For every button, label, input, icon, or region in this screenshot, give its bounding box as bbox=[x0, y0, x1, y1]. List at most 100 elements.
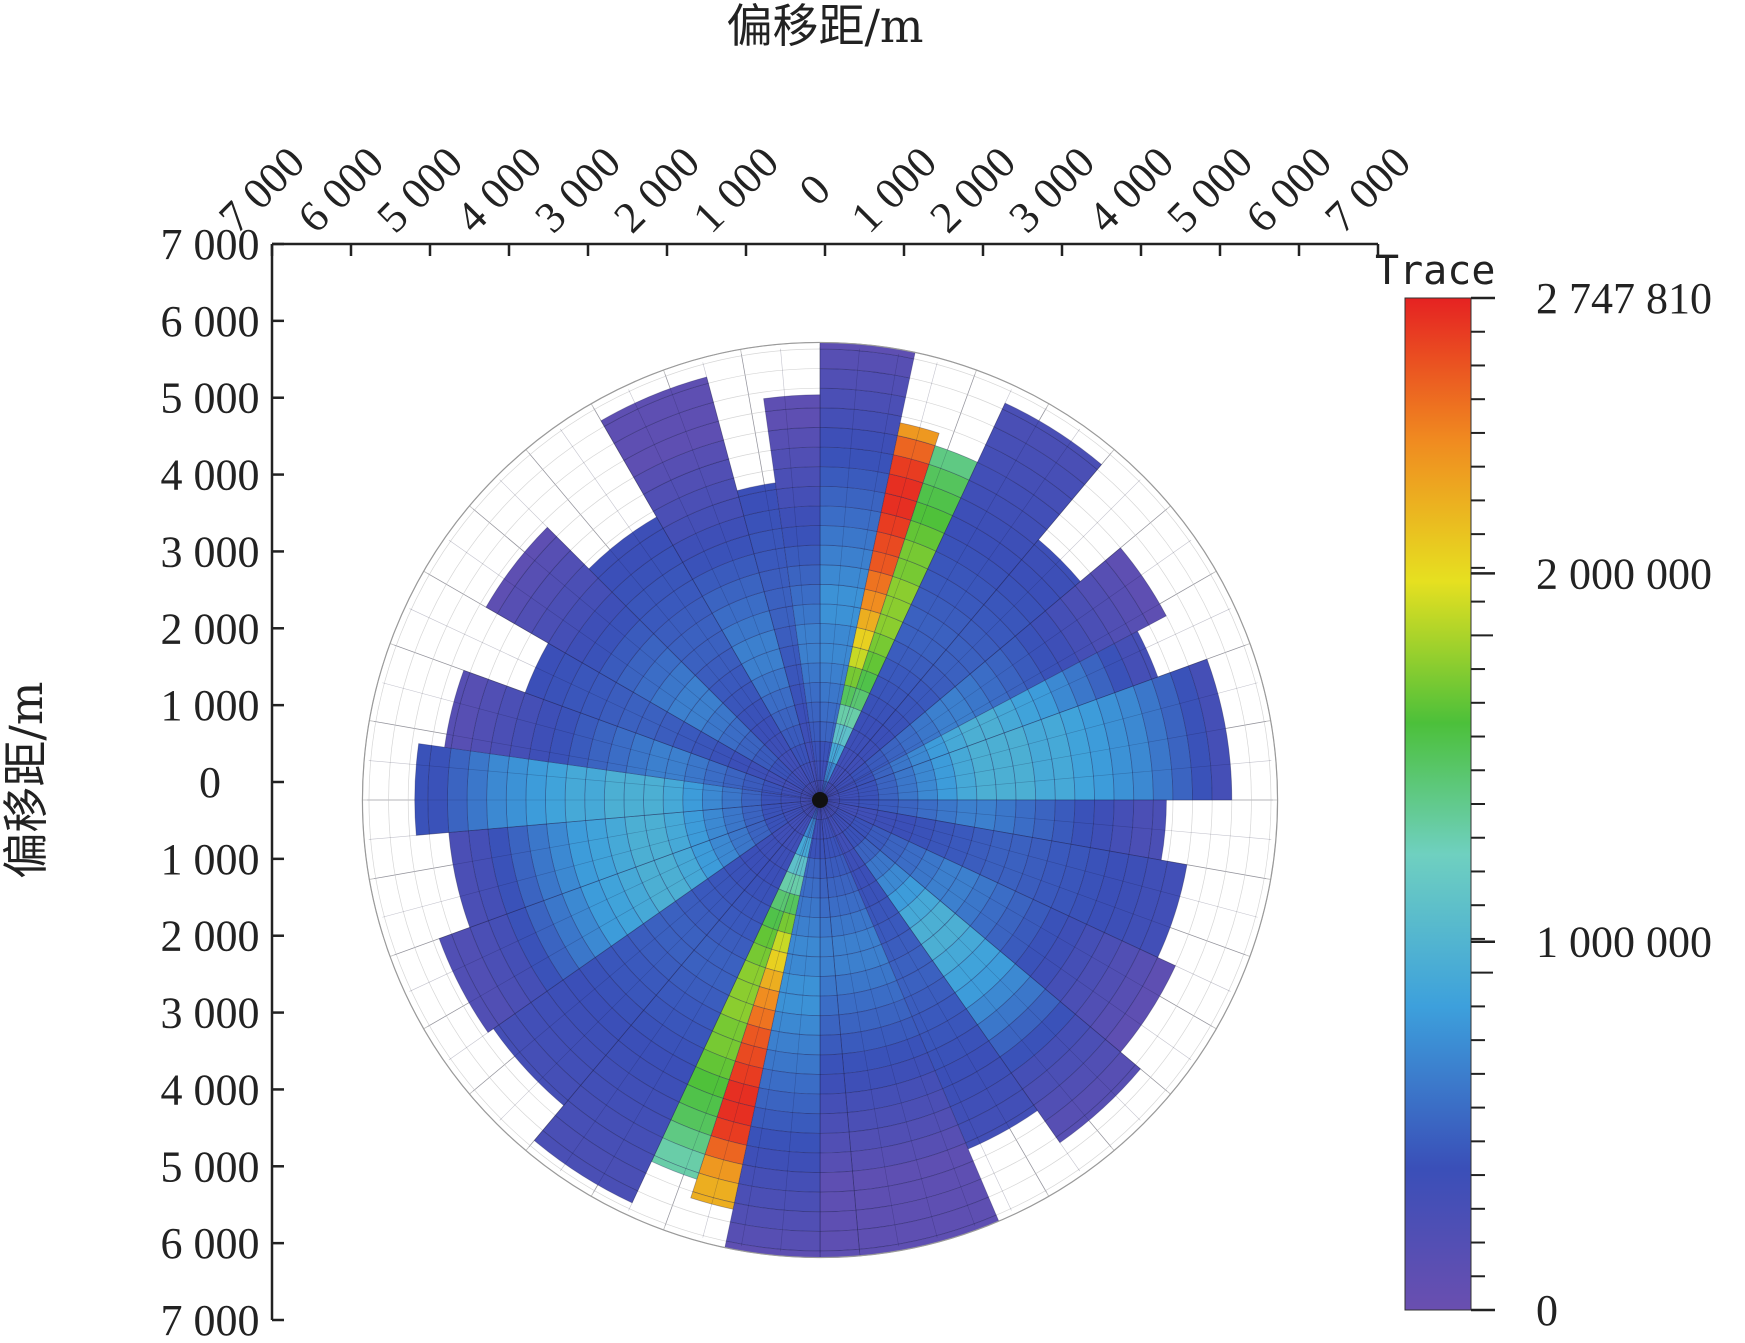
polar-cell bbox=[855, 806, 879, 826]
polar-cell bbox=[976, 444, 1073, 516]
polar-cell bbox=[1055, 1064, 1142, 1144]
polar-cell bbox=[786, 933, 821, 958]
overlay-radial bbox=[528, 452, 821, 801]
overlay-radial bbox=[741, 799, 821, 1247]
x-tick-label: 5 000 bbox=[367, 137, 472, 242]
polar-cell bbox=[789, 583, 821, 607]
polar-cell bbox=[767, 427, 821, 451]
overlay-radial bbox=[559, 799, 821, 1172]
overlay-radial bbox=[593, 799, 821, 1193]
polar-cell bbox=[890, 813, 918, 842]
sector-14 bbox=[819, 799, 861, 1258]
polar-cell bbox=[485, 526, 558, 615]
polar-cell bbox=[1033, 1038, 1122, 1122]
y-tick-label: 1 000 bbox=[161, 681, 260, 730]
sector-22 bbox=[414, 743, 821, 836]
x-tick-label: 0 bbox=[790, 165, 840, 215]
polar-cell bbox=[882, 709, 911, 738]
polar-cell bbox=[1001, 402, 1103, 471]
overlay-radial bbox=[819, 799, 1272, 840]
sector-19 bbox=[492, 799, 821, 1107]
colorbar: Trace 2 747 810 2 000 000 1 000 000 0 bbox=[1375, 248, 1712, 1335]
polar-cell bbox=[886, 575, 920, 606]
overlay-radial bbox=[819, 760, 1272, 801]
polar-cell bbox=[764, 407, 821, 432]
polar-cell bbox=[819, 466, 890, 494]
overlay-radial bbox=[819, 799, 899, 1247]
polar-cell bbox=[721, 610, 775, 648]
overlay-radial bbox=[819, 799, 1112, 1148]
polar-cell bbox=[819, 642, 854, 667]
overlay-radial bbox=[819, 348, 860, 801]
polar-cell bbox=[1033, 539, 1081, 587]
overlay-radial bbox=[819, 799, 1081, 1172]
polar-cell bbox=[1147, 799, 1167, 861]
polar-cell bbox=[794, 623, 821, 646]
overlay-radial bbox=[819, 644, 1246, 801]
overlay-radial bbox=[628, 389, 821, 801]
overlay-radial bbox=[528, 799, 821, 1148]
polar-cell bbox=[819, 1229, 860, 1252]
polar-cell bbox=[965, 1104, 1039, 1150]
overlay-radial bbox=[472, 508, 821, 801]
polar-cell bbox=[985, 426, 1086, 501]
polar-cell bbox=[414, 743, 433, 836]
overlay-radial bbox=[664, 799, 821, 1226]
overlay-radial bbox=[448, 539, 821, 801]
overlay-radial bbox=[394, 799, 821, 956]
polar-cell bbox=[888, 454, 930, 484]
sector-3 bbox=[819, 402, 1103, 801]
polar-cell bbox=[968, 461, 1061, 531]
y-tick-label: 3 000 bbox=[161, 989, 260, 1038]
y-tick-label: 0 bbox=[199, 758, 221, 807]
polar-cell bbox=[792, 603, 821, 626]
polar-cell bbox=[533, 1129, 639, 1204]
overlay-radial bbox=[819, 799, 1258, 918]
overlay-radial bbox=[819, 389, 1012, 801]
polar-cell bbox=[819, 603, 862, 628]
polar-cell bbox=[525, 758, 549, 827]
polar-cell bbox=[819, 1092, 848, 1115]
polar-cell bbox=[907, 679, 941, 713]
colorbar-gradient bbox=[1404, 297, 1472, 1311]
overlay-radial bbox=[819, 682, 1258, 801]
polar-cell bbox=[554, 1099, 655, 1174]
polar-cell bbox=[690, 1191, 735, 1210]
polar-cell bbox=[721, 785, 743, 809]
polar-cell bbox=[444, 669, 471, 749]
overlay-radial bbox=[382, 682, 821, 801]
overlay-radial bbox=[368, 760, 821, 801]
overlay-radial bbox=[819, 799, 1012, 1211]
polar-cell bbox=[871, 762, 895, 781]
polar-cell bbox=[819, 955, 836, 977]
overlay-radial bbox=[819, 539, 1192, 801]
polar-cell bbox=[750, 1106, 821, 1134]
polar-cell bbox=[778, 972, 821, 997]
sector-26 bbox=[588, 516, 821, 801]
polar-cell bbox=[819, 662, 850, 686]
polar-cell bbox=[794, 702, 810, 725]
overlay-radial bbox=[472, 799, 821, 1092]
y-axis-title: 偏移距/m bbox=[0, 681, 53, 878]
polar-cell bbox=[486, 753, 510, 830]
overlay-radial bbox=[819, 799, 1246, 956]
overlay-radial bbox=[780, 348, 821, 801]
y-tick-label: 7 000 bbox=[161, 1296, 260, 1343]
sector-29 bbox=[763, 394, 821, 801]
polar-cell bbox=[1027, 679, 1061, 721]
colorbar-label: 0 bbox=[1536, 1286, 1558, 1335]
sector-10 bbox=[819, 799, 1176, 1053]
polar-cell bbox=[1008, 559, 1061, 612]
polar-cell bbox=[819, 1033, 843, 1056]
polar-cell bbox=[1096, 642, 1134, 694]
overlay-radial bbox=[819, 799, 1192, 1061]
polar-cell bbox=[856, 607, 882, 633]
polar-cell bbox=[448, 830, 489, 928]
colorbar-label: 2 000 000 bbox=[1536, 549, 1712, 598]
polar-cell bbox=[993, 408, 1098, 486]
polar-cell bbox=[603, 769, 627, 820]
sector-21 bbox=[448, 799, 821, 928]
x-tick-label: 2 000 bbox=[920, 137, 1025, 242]
overlay-radial bbox=[819, 428, 1081, 801]
overlay-radial bbox=[819, 353, 899, 801]
